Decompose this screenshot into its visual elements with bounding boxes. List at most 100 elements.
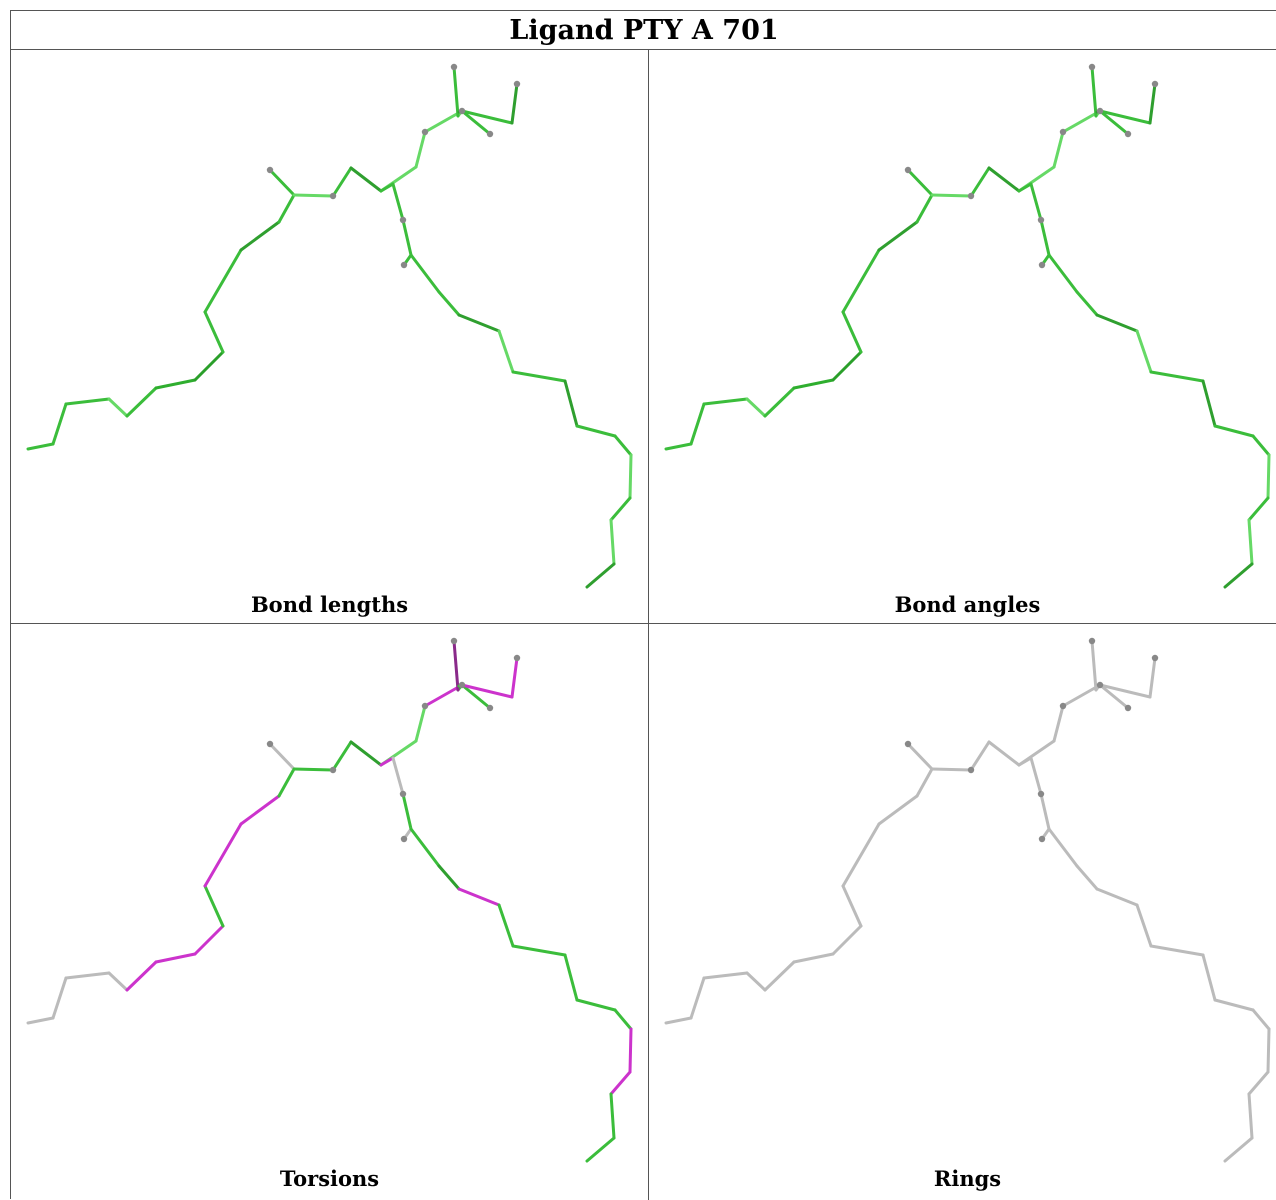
bond: [841, 884, 863, 928]
bond: [664, 1016, 693, 1025]
bond: [563, 953, 579, 1002]
bond: [1047, 253, 1079, 294]
bond: [1247, 1070, 1270, 1096]
bond: [877, 794, 919, 826]
bond: [423, 683, 464, 708]
bond: [349, 740, 383, 767]
bond: [125, 386, 158, 418]
bond: [841, 822, 881, 888]
bond: [1266, 1027, 1271, 1074]
bond: [1251, 1008, 1271, 1031]
bond: [511, 370, 567, 383]
bond: [414, 130, 427, 169]
bond: [1098, 109, 1152, 125]
bond: [414, 704, 427, 743]
bond: [268, 742, 296, 771]
atom: [1059, 702, 1067, 710]
molecule-drawing: [664, 637, 1271, 1163]
atom: [1088, 63, 1096, 71]
bond: [745, 971, 767, 992]
bond: [1095, 313, 1139, 333]
bond: [689, 976, 706, 1020]
bond: [575, 424, 617, 438]
bond: [1148, 656, 1157, 699]
atom: [400, 261, 408, 269]
bond: [107, 397, 129, 418]
atom: [399, 216, 407, 224]
bond: [1149, 944, 1205, 957]
bond: [915, 767, 934, 798]
bond: [349, 166, 383, 193]
bond: [613, 434, 633, 457]
bond: [1075, 864, 1099, 891]
atom: [1037, 216, 1045, 224]
bond: [1017, 182, 1033, 193]
bond: [987, 740, 1021, 767]
bond: [401, 218, 413, 257]
bond: [64, 397, 111, 406]
bond: [1247, 1092, 1254, 1140]
bond: [831, 350, 863, 382]
bond: [51, 976, 68, 1020]
bond: [203, 822, 243, 888]
atom: [1124, 130, 1132, 138]
divider-top: [11, 49, 1276, 50]
bond: [64, 971, 111, 980]
atom: [329, 192, 337, 200]
bond: [1095, 887, 1139, 907]
bond: [1039, 218, 1051, 257]
bond: [292, 193, 335, 198]
atom: [1096, 681, 1104, 689]
atom: [904, 166, 912, 174]
bond: [154, 952, 197, 964]
atom: [1124, 704, 1132, 712]
atom: [486, 130, 494, 138]
molecule-drawing: [26, 63, 633, 589]
atom: [450, 637, 458, 645]
bond: [1061, 109, 1102, 134]
bond: [510, 656, 519, 699]
bond: [379, 182, 395, 193]
bond: [969, 740, 991, 772]
bond: [460, 109, 514, 125]
panel-caption: Bond lengths: [250, 592, 409, 617]
bond: [1090, 639, 1098, 692]
bond: [1098, 683, 1152, 699]
bond: [1266, 453, 1271, 500]
bond: [841, 310, 863, 354]
bond: [841, 248, 881, 314]
panel-caption: Bond angles: [894, 592, 1041, 617]
bond: [1251, 434, 1271, 457]
panel-caption: Torsions: [279, 1166, 380, 1191]
bond: [460, 683, 514, 699]
bond: [1075, 290, 1099, 317]
atom: [513, 654, 521, 662]
atom: [1151, 654, 1159, 662]
bond: [877, 220, 919, 252]
bond: [1135, 903, 1153, 948]
bond: [423, 109, 464, 134]
bond: [906, 168, 934, 197]
bond: [585, 562, 616, 589]
bond: [497, 903, 515, 948]
bond: [1061, 683, 1102, 708]
atom: [421, 128, 429, 136]
panel-torsions: Torsions: [11, 624, 648, 1197]
atom: [1038, 261, 1046, 269]
bond: [437, 864, 461, 891]
bond: [203, 310, 225, 354]
bond: [609, 1092, 616, 1140]
bond: [452, 65, 460, 118]
panel-caption: Rings: [933, 1166, 1002, 1191]
figure-frame: Ligand PTY A 701 Bond lengths Bond angle…: [10, 10, 1276, 1200]
bond: [1247, 496, 1270, 522]
atom: [904, 740, 912, 748]
molecule-drawing: [26, 637, 633, 1163]
molecule-drawing: [664, 63, 1271, 589]
atom: [266, 166, 274, 174]
atom: [399, 790, 407, 798]
divider-middle: [11, 623, 1276, 624]
atom: [1037, 790, 1045, 798]
bond: [331, 740, 353, 772]
bond: [510, 82, 519, 125]
